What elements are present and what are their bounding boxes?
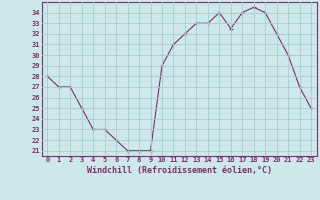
- X-axis label: Windchill (Refroidissement éolien,°C): Windchill (Refroidissement éolien,°C): [87, 166, 272, 175]
